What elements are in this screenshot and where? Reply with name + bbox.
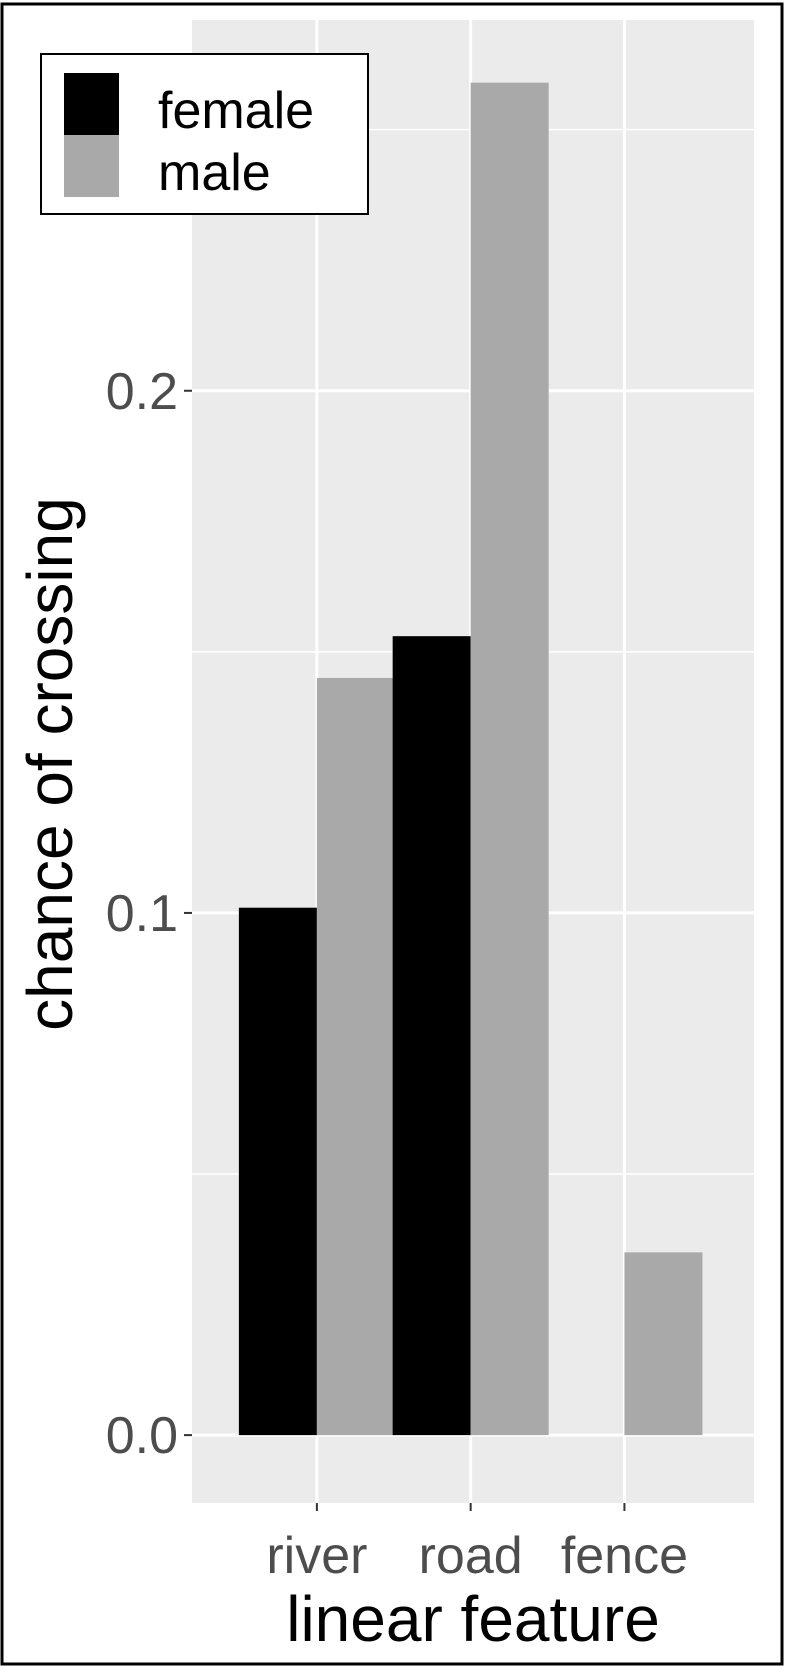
bar-male-river: [316, 677, 395, 1436]
x-tick-label: river: [266, 1527, 367, 1585]
y-axis-title: chance of crossing: [14, 497, 86, 1031]
x-tick-label: road: [419, 1527, 523, 1585]
y-tick-label: 0.0: [106, 1407, 178, 1465]
y-tick-label: 0.1: [106, 885, 178, 943]
y-tick-label: 0.2: [106, 363, 178, 421]
x-axis-title: linear feature: [286, 1583, 660, 1655]
x-axis: river road fence: [266, 1503, 688, 1585]
bar-male-road: [470, 82, 549, 1436]
legend-key-male: [64, 135, 119, 197]
y-axis: 0.0 0.1 0.2: [106, 363, 192, 1465]
x-tick-label: fence: [561, 1527, 688, 1585]
legend-key-female: [64, 73, 119, 135]
legend-label-female: female: [158, 82, 314, 140]
bar-female-river: [238, 907, 317, 1436]
bar-male-fence: [624, 1252, 703, 1436]
bars: [238, 82, 703, 1436]
bar-female-road: [392, 636, 471, 1436]
legend-label-male: male: [158, 144, 271, 202]
legend: female male: [40, 53, 369, 215]
